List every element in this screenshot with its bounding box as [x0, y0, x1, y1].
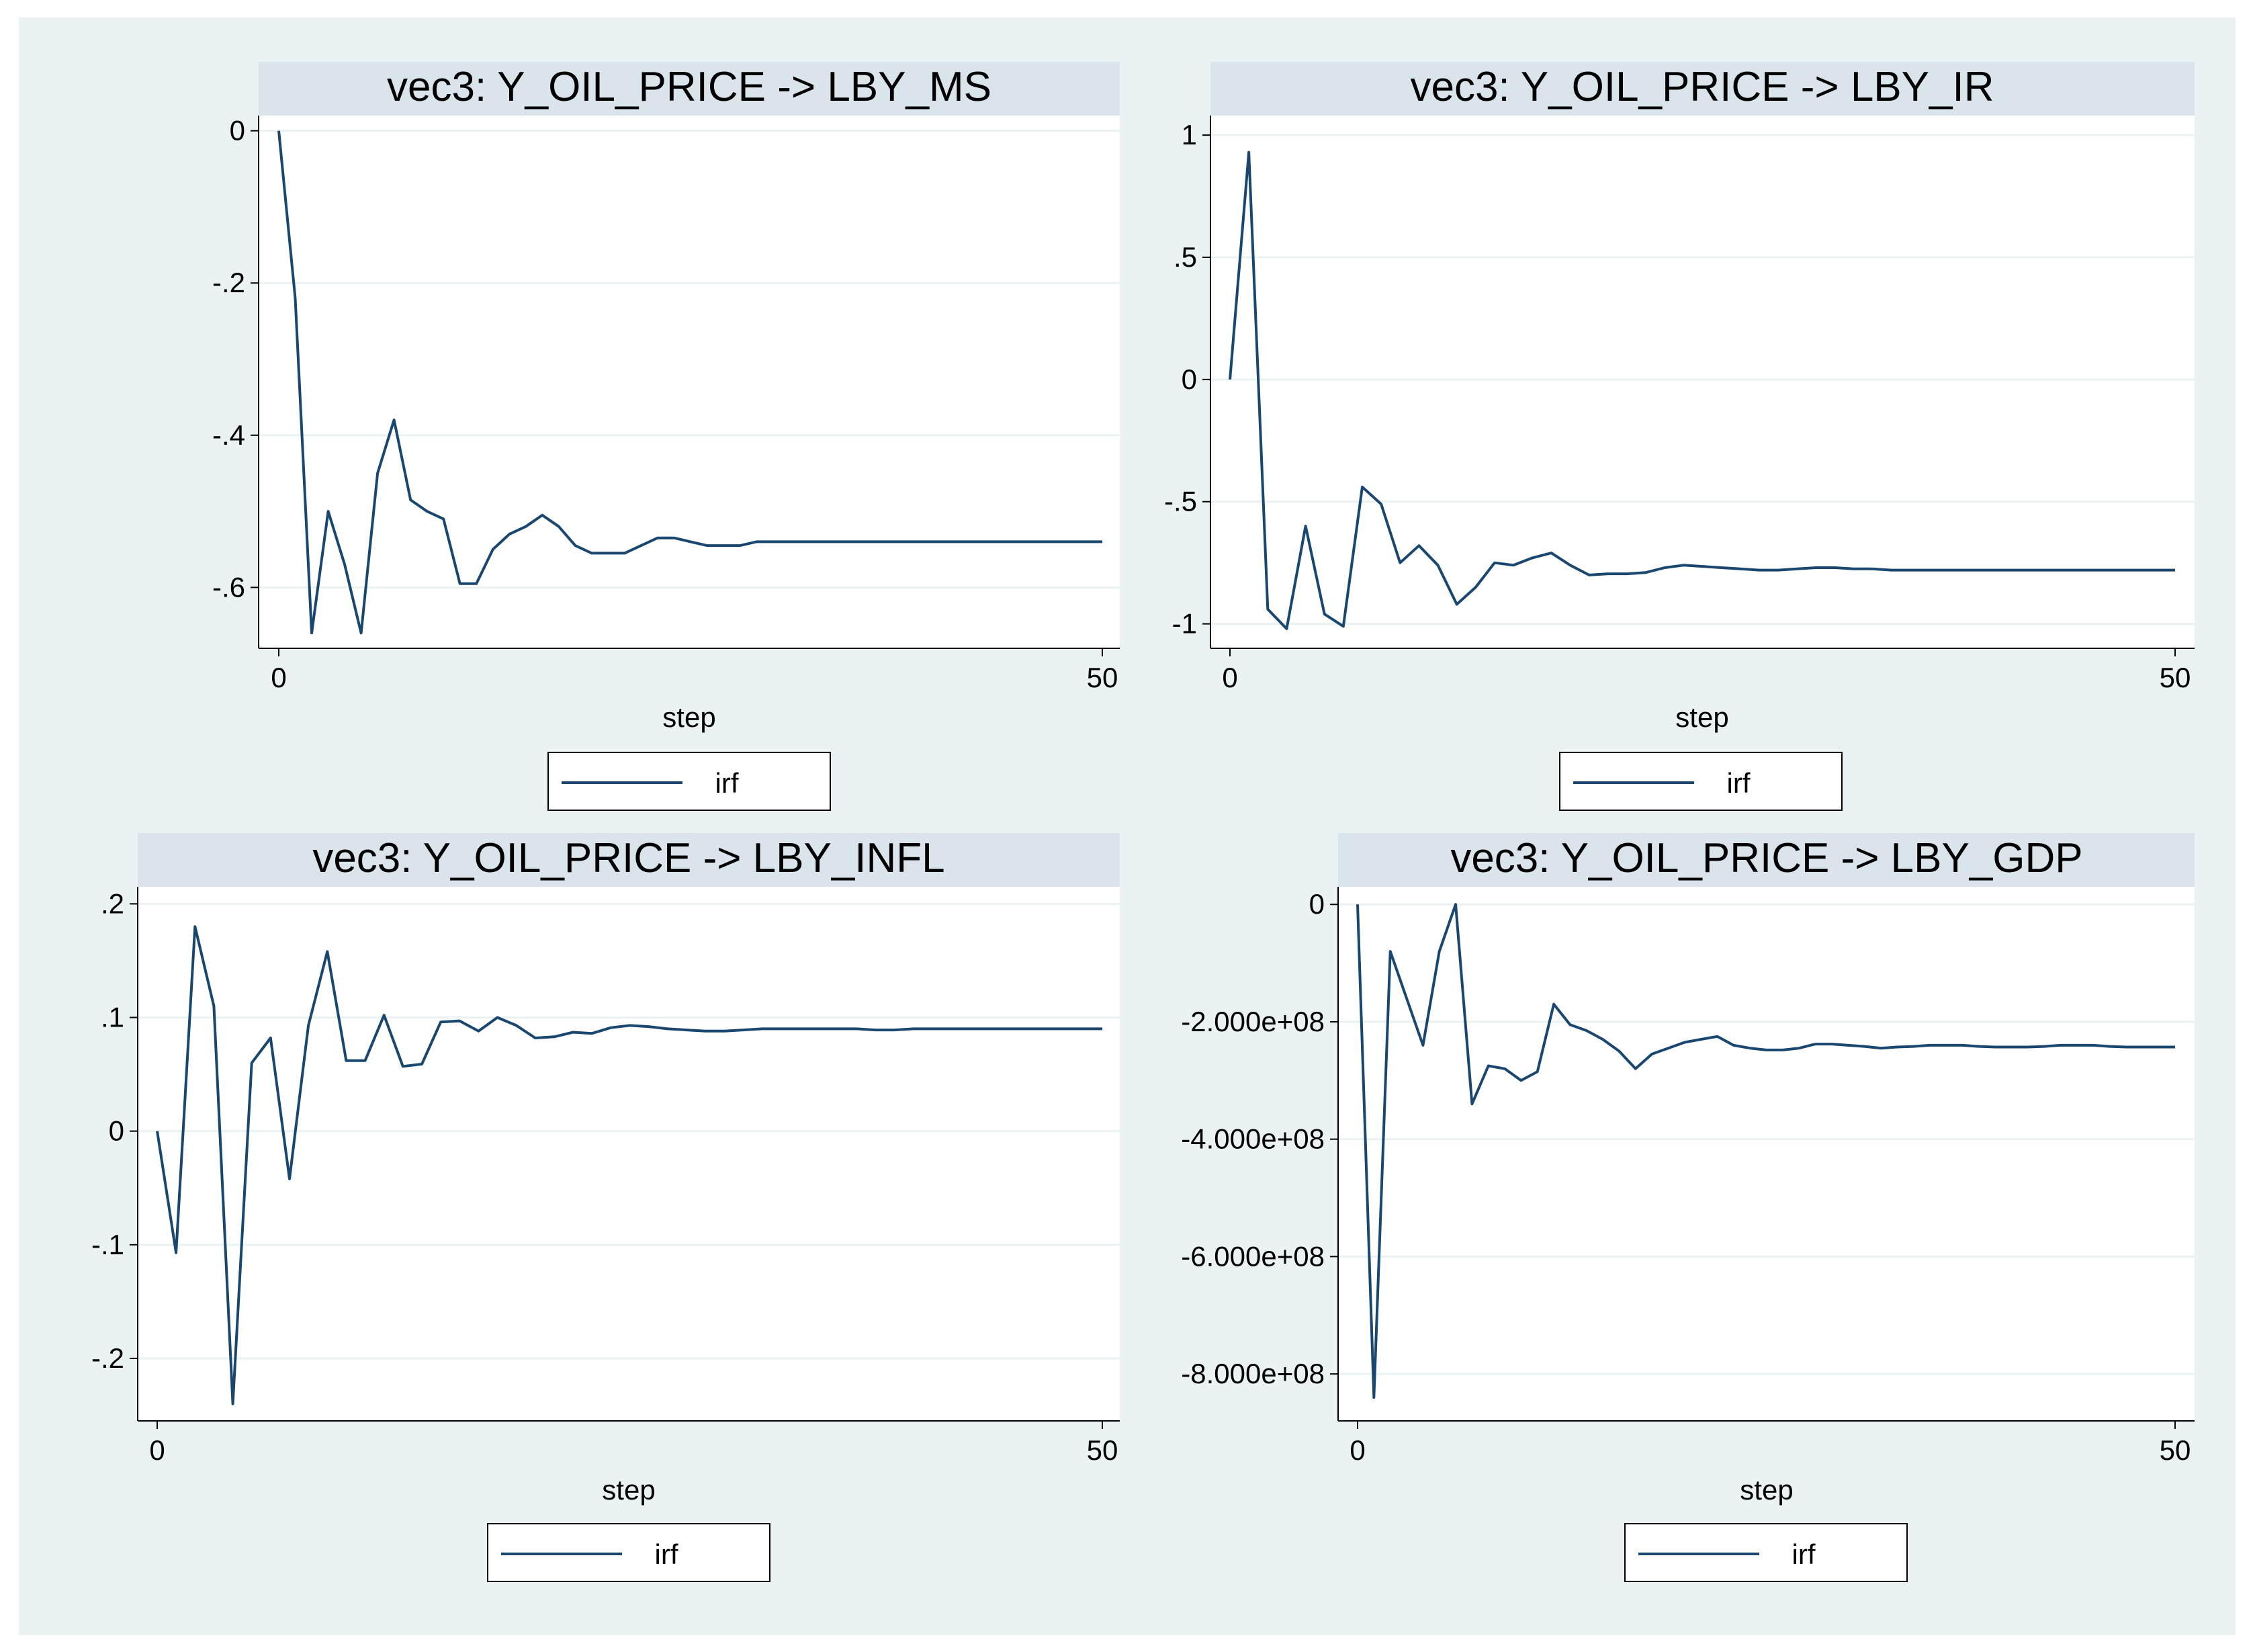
y-tick-label: -.5	[1164, 486, 1197, 517]
legend-label: irf	[655, 1538, 678, 1570]
legend-label: irf	[1792, 1538, 1816, 1570]
legend: irf	[1624, 1523, 1908, 1582]
x-tick-label: 50	[1087, 662, 1118, 693]
x-tick-label: 0	[1222, 662, 1237, 693]
y-tick-label: -1	[1172, 608, 1197, 640]
x-axis: 0 50	[138, 1420, 1120, 1466]
y-tick-label: -.6	[212, 571, 245, 603]
panel-lby-infl: vec3: Y_OIL_PRICE -> LBY_INFL .2 .1 0 -.1 -.…	[91, 833, 1120, 1582]
plot-area	[259, 116, 1120, 648]
panel-lby-ir: vec3: Y_OIL_PRICE -> LBY_IR 1 .5 0 -.5 -1 0 5…	[1164, 62, 2195, 811]
y-grid	[1210, 134, 2195, 625]
legend: irf	[487, 1523, 770, 1582]
x-axis-title: step	[1675, 701, 1728, 733]
y-axis: 1 .5 0 -.5 -1	[1164, 116, 1211, 648]
x-tick-label: 0	[1350, 1434, 1365, 1466]
y-grid	[259, 130, 1120, 589]
y-tick-label: 1	[1182, 119, 1197, 150]
x-axis: 0 50	[1338, 1420, 2195, 1466]
y-grid	[138, 902, 1120, 1360]
y-tick-label: 0	[230, 115, 245, 146]
y-tick-label: 0	[1309, 888, 1325, 920]
x-tick-label: 0	[271, 662, 286, 693]
irf-line	[1356, 903, 2175, 1399]
legend-label: irf	[1727, 767, 1751, 799]
y-tick-label: 0	[1182, 363, 1197, 395]
irf-line	[277, 130, 1102, 635]
panel-lby-ms: vec3: Y_OIL_PRICE -> LBY_MS 0 -.2 -.4 -.6 0…	[212, 62, 1120, 811]
legend: irf	[547, 752, 831, 811]
y-tick-label: -.2	[91, 1342, 124, 1374]
irf-line	[156, 925, 1102, 1405]
x-tick-label: 50	[2160, 1434, 2191, 1466]
y-tick-label: -.2	[212, 267, 245, 298]
panel-title-band	[1210, 62, 2195, 116]
panel-title-band	[1338, 833, 2195, 887]
y-axis: .2 .1 0 -.1 -.2	[91, 887, 138, 1421]
legend: irf	[1559, 752, 1843, 811]
y-tick-label: 0	[109, 1115, 124, 1147]
y-tick-label: .1	[101, 1002, 124, 1033]
x-tick-label: 0	[149, 1434, 165, 1466]
x-axis-title: step	[662, 701, 715, 733]
panel-title-band	[138, 833, 1120, 887]
y-axis: 0 -2.000e+08 -4.000e+08 -6.000e+08 -8.000e+0…	[1181, 887, 1339, 1421]
y-tick-label: .2	[101, 887, 124, 919]
y-tick-label: -2.000e+08	[1181, 1006, 1325, 1037]
plot-area	[138, 887, 1120, 1421]
y-tick-label: -8.000e+08	[1181, 1358, 1325, 1389]
y-axis: 0 -.2 -.4 -.6	[212, 115, 259, 648]
plot-area	[1210, 116, 2195, 648]
x-axis: 0 50	[1210, 648, 2195, 693]
y-tick-label: .5	[1174, 241, 1197, 273]
y-tick-label: -.4	[212, 419, 245, 451]
x-axis-title: step	[1740, 1474, 1793, 1506]
legend-label: irf	[715, 767, 739, 799]
x-tick-label: 50	[1087, 1434, 1118, 1466]
x-axis: 0 50	[259, 648, 1120, 693]
panel-title-band	[259, 62, 1120, 116]
x-tick-label: 50	[2160, 662, 2191, 693]
y-tick-label: -6.000e+08	[1181, 1240, 1325, 1272]
x-axis-title: step	[602, 1474, 655, 1506]
panel-lby-gdp: vec3: Y_OIL_PRICE -> LBY_GDP 0 -2.000e+08…	[1181, 833, 2195, 1582]
plot-area	[1338, 887, 2195, 1421]
irf-line	[1229, 150, 2175, 630]
panel-title: vec3: Y_OIL_PRICE -> LBY_INFL	[312, 835, 944, 881]
y-grid	[1338, 903, 2195, 1375]
panel-title: vec3: Y_OIL_PRICE -> LBY_MS	[387, 64, 991, 110]
y-tick-label: -.1	[91, 1229, 124, 1260]
panel-title: vec3: Y_OIL_PRICE -> LBY_IR	[1411, 64, 1994, 110]
y-tick-label: -4.000e+08	[1181, 1123, 1325, 1155]
panel-title: vec3: Y_OIL_PRICE -> LBY_GDP	[1450, 835, 2082, 881]
